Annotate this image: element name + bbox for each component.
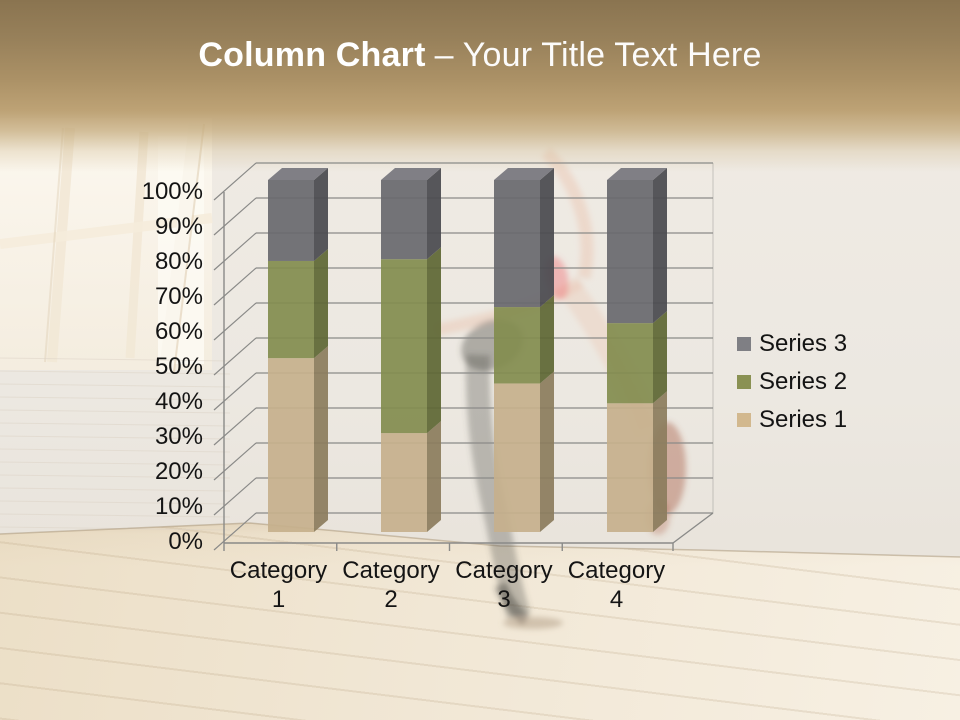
segment-side [540,295,554,384]
legend-item: Series 3 [737,329,847,358]
segment-front [494,307,540,384]
column-top [607,168,667,180]
category-label: Category 4 [567,557,666,613]
gridlines [213,162,713,551]
y-axis-tick-label: 80% [154,248,203,275]
category-label: Category 2 [342,557,440,613]
y-axis-tick-label: 10% [154,493,203,520]
chart-legend: Series 3 Series 2 Series 1 [737,329,847,434]
y-axis-tick-label: 60% [154,318,203,345]
segment-front [607,323,653,404]
legend-label: Series 2 [759,367,848,395]
column-top [268,168,328,180]
y-axis-tick-label: 20% [154,458,203,485]
slide-title: Column Chart – Your Title Text Here [0,36,960,75]
segment-side [427,421,441,532]
segment-side [314,168,328,261]
y-axis-tick-label: 50% [154,353,203,380]
segment-front [268,358,314,532]
y-axis-tick-label: 70% [154,283,203,310]
column-category-2 [381,168,441,532]
segment-front [268,260,314,359]
axes [223,163,714,551]
header-band [0,0,960,172]
segment-front [494,180,540,308]
segment-side [653,391,667,532]
segment-side [314,248,328,359]
column-top [494,168,554,180]
legend-item: Series 1 [737,405,847,434]
y-axis-tick-label: 30% [154,423,203,450]
title-bold-text: Column Chart [198,36,426,74]
category-label: Category 3 [455,557,553,613]
segment-side [653,311,667,404]
column-category-4 [607,168,667,532]
segment-front [381,433,427,532]
column-top [381,168,441,180]
legend-swatch-icon [737,412,751,427]
segment-side [540,168,554,308]
legend-item: Series 2 [737,367,847,396]
segment-side [427,247,441,434]
legend-swatch-icon [737,374,751,389]
legend-label: Series 3 [759,329,848,357]
y-axis-tick-label: 90% [154,213,203,240]
segment-front [381,180,427,260]
segment-front [381,259,427,434]
segment-side [653,168,667,324]
segment-side [314,346,328,532]
segment-front [607,180,653,324]
legend-swatch-icon [737,336,751,351]
column-category-3 [494,168,554,532]
y-axis-tick-label: 40% [154,388,203,415]
y-axis-tick-label: 0% [168,528,203,555]
segment-front [494,383,540,532]
y-axis-tick-label: 100% [141,178,203,205]
category-label: Category 1 [229,557,328,613]
segment-front [607,403,653,532]
segment-side [540,371,554,532]
segment-front [268,180,314,261]
title-light-text: – Your Title Text Here [434,36,762,74]
legend-label: Series 1 [759,405,848,433]
segment-side [427,168,441,260]
column-category-1 [268,168,328,532]
